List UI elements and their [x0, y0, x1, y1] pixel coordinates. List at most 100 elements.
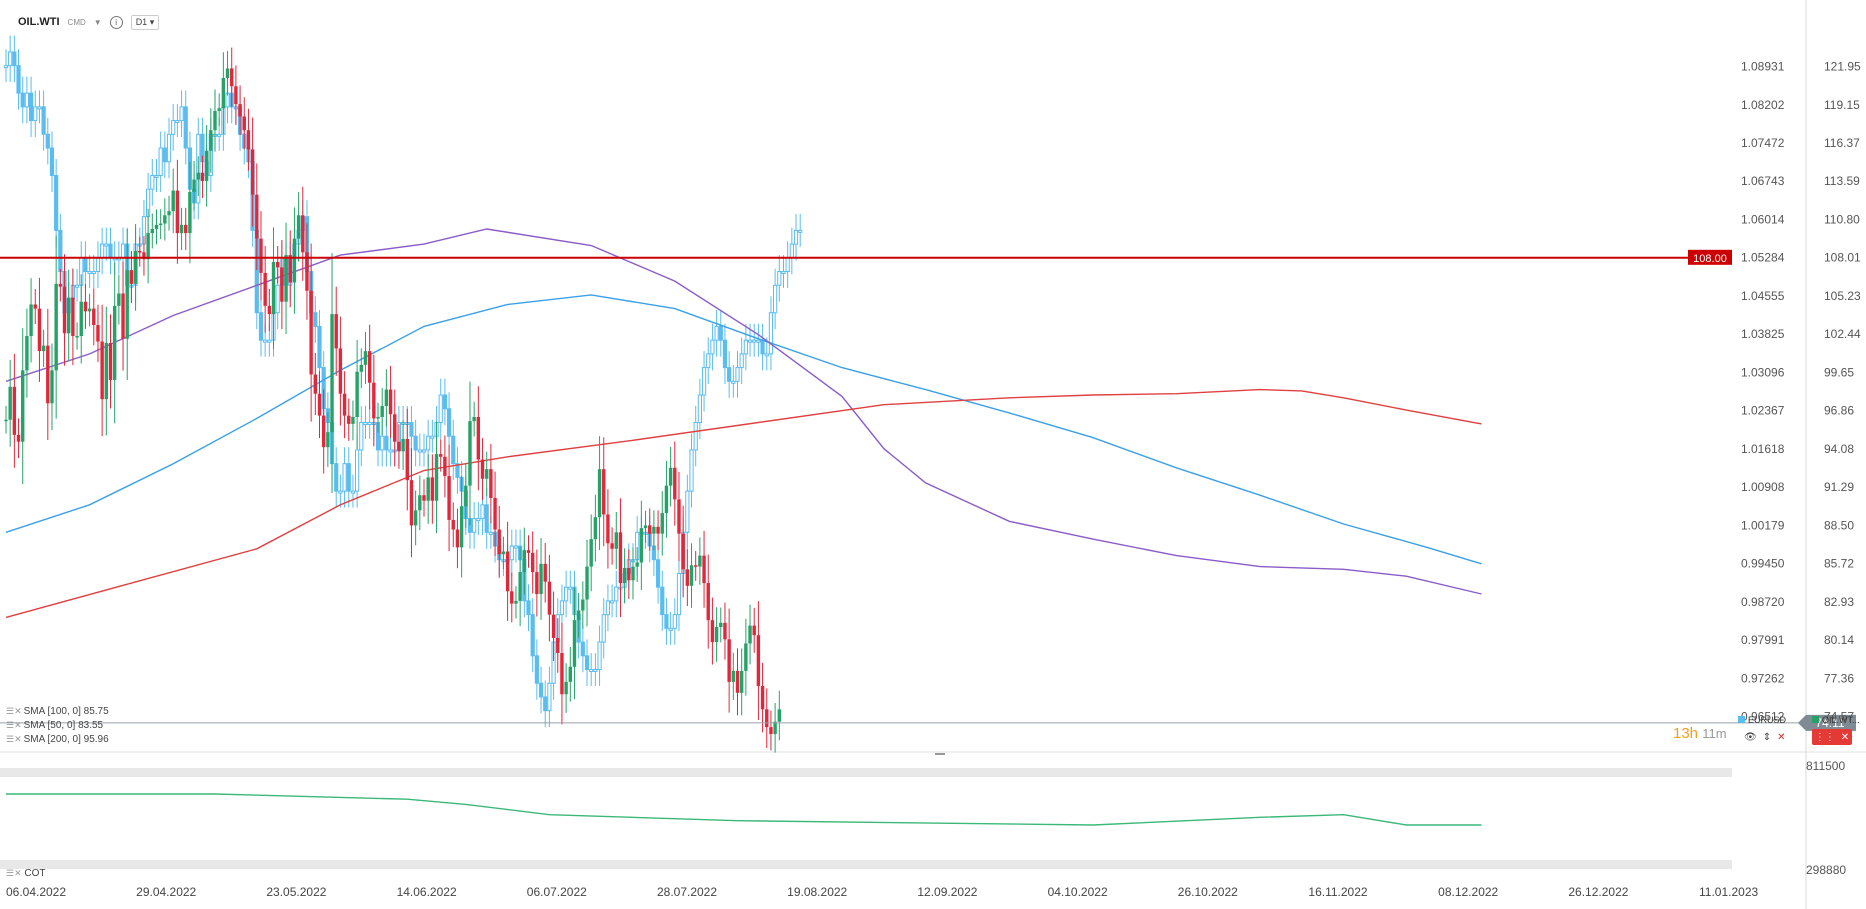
indicator-sma200[interactable]: ☰✕ SMA [200, 0] 95.96	[6, 732, 109, 746]
info-icon[interactable]: i	[109, 15, 123, 29]
oil-candle	[179, 224, 184, 234]
oil-candle	[71, 297, 75, 337]
chevron-down-icon[interactable]: ▼	[93, 17, 102, 27]
oil-candle	[380, 406, 384, 418]
oil-candle	[631, 566, 635, 581]
oil-candle	[447, 476, 451, 520]
eurusd-candle	[660, 586, 665, 616]
eurusd-candle	[100, 243, 105, 259]
oil-candle	[501, 551, 506, 555]
y-tick-label: 91.29	[1824, 480, 1854, 494]
oil-candle	[117, 293, 121, 306]
eurusd-candle	[74, 284, 80, 288]
indicator-value: 85.75	[83, 706, 109, 717]
oil-candle	[706, 583, 710, 621]
eurusd-candle	[513, 545, 519, 549]
close-icon[interactable]: ✕	[1777, 732, 1786, 743]
eurusd-candle	[476, 518, 481, 522]
oil-candle	[46, 345, 50, 404]
y-tick-label: 113.59	[1824, 174, 1860, 188]
eurusd-candle	[217, 133, 222, 137]
eurusd-candle	[768, 312, 774, 355]
oil-candle	[677, 499, 681, 534]
y-tick-label: 77.36	[1824, 671, 1854, 685]
x-tick-label: 26.12.2022	[1568, 885, 1628, 899]
oil-candle	[635, 562, 639, 567]
oil-candle	[267, 305, 272, 315]
oil-candle	[756, 635, 761, 686]
legend-eurusd[interactable]: EURUSD	[1738, 715, 1786, 725]
y-tick-label: 105.23	[1824, 289, 1861, 303]
eurusd-candle	[538, 682, 544, 698]
oil-candle	[530, 552, 535, 573]
eurusd-candle	[313, 312, 318, 327]
oil-candle	[58, 283, 63, 287]
indicator-value: 83.55	[78, 720, 104, 731]
eurusd-candle	[83, 257, 88, 273]
eurusd-candle	[442, 394, 447, 410]
oil-candle	[752, 625, 756, 636]
oil-candle	[234, 86, 238, 105]
eurusd-candle	[421, 449, 427, 453]
oil-candle	[719, 622, 723, 627]
sma200-line	[5, 388, 1482, 619]
eye-icon[interactable]: 👁	[1744, 732, 1757, 743]
series-legend: EURUSD OIL.WT...	[1738, 715, 1860, 725]
y-tick-label-eurusd: 1.08202	[1741, 98, 1785, 112]
eurusd-candle	[689, 449, 694, 492]
y-tick-label: 82.93	[1824, 595, 1854, 609]
oil-candle	[355, 371, 359, 418]
y-tick-label: 85.72	[1824, 557, 1854, 571]
oil-candle	[347, 415, 351, 424]
oil-candle	[710, 620, 715, 643]
oil-candle	[62, 286, 67, 334]
oil-candle	[723, 622, 727, 640]
legend-swatch	[1812, 716, 1820, 723]
series-action-button[interactable]: ⋮⋮ ✕	[1812, 729, 1852, 745]
eurusd-candle	[526, 600, 531, 616]
sort-icon[interactable]: ⇕	[1762, 732, 1772, 743]
oil-candle	[142, 252, 146, 260]
timeframe-select[interactable]: D1 ▾	[130, 14, 160, 30]
oil-candle	[564, 681, 568, 695]
eurusd-candle	[54, 174, 59, 231]
eurusd-candle	[710, 339, 715, 355]
oil-candle	[384, 389, 389, 407]
indicator-list: ☰✕ SMA [100, 0] 85.75 ☰✕ SMA [50, 0] 83.55…	[6, 704, 109, 746]
eurusd-candle	[451, 435, 456, 465]
eurusd-candle	[20, 92, 25, 108]
eurusd-candle	[773, 284, 778, 314]
oil-candle	[238, 104, 242, 117]
symbol-label[interactable]: OIL.WTI	[18, 16, 60, 28]
eurusd-candle	[91, 271, 96, 275]
oil-candle	[100, 341, 104, 400]
eurusd-candle	[610, 600, 615, 604]
oil-candle	[522, 550, 527, 573]
oil-candle	[92, 308, 96, 326]
oil-candle	[585, 566, 589, 600]
oil-candle	[493, 497, 497, 530]
oil-candle	[413, 510, 418, 526]
oil-candle	[405, 438, 409, 481]
oil-candle	[664, 485, 669, 514]
eurusd-candle	[752, 339, 757, 343]
oil-candle	[217, 108, 221, 111]
oil-candle	[150, 228, 154, 234]
eurusd-candle	[580, 641, 585, 657]
indicator-sma100[interactable]: ☰✕ SMA [100, 0] 85.75	[6, 704, 109, 718]
legend-oil[interactable]: OIL.WT...	[1812, 715, 1860, 725]
eurusd-candle	[317, 325, 322, 369]
indicator-sma50[interactable]: ☰✕ SMA [50, 0] 83.55	[6, 718, 109, 732]
oil-candle	[459, 506, 464, 548]
chart-header: OIL.WTI CMD ▼ i D1 ▾	[18, 14, 160, 30]
cot-indicator[interactable]: ☰✕ COT	[6, 868, 46, 879]
oil-candle	[497, 529, 501, 555]
oil-candle	[518, 572, 522, 601]
eurusd-candle	[764, 353, 769, 357]
eurusd-candle	[380, 435, 385, 451]
eurusd-candle	[166, 133, 172, 163]
oil-candle	[242, 116, 246, 131]
oil-candle	[112, 305, 117, 380]
y-tick-label: 102.44	[1824, 327, 1861, 341]
